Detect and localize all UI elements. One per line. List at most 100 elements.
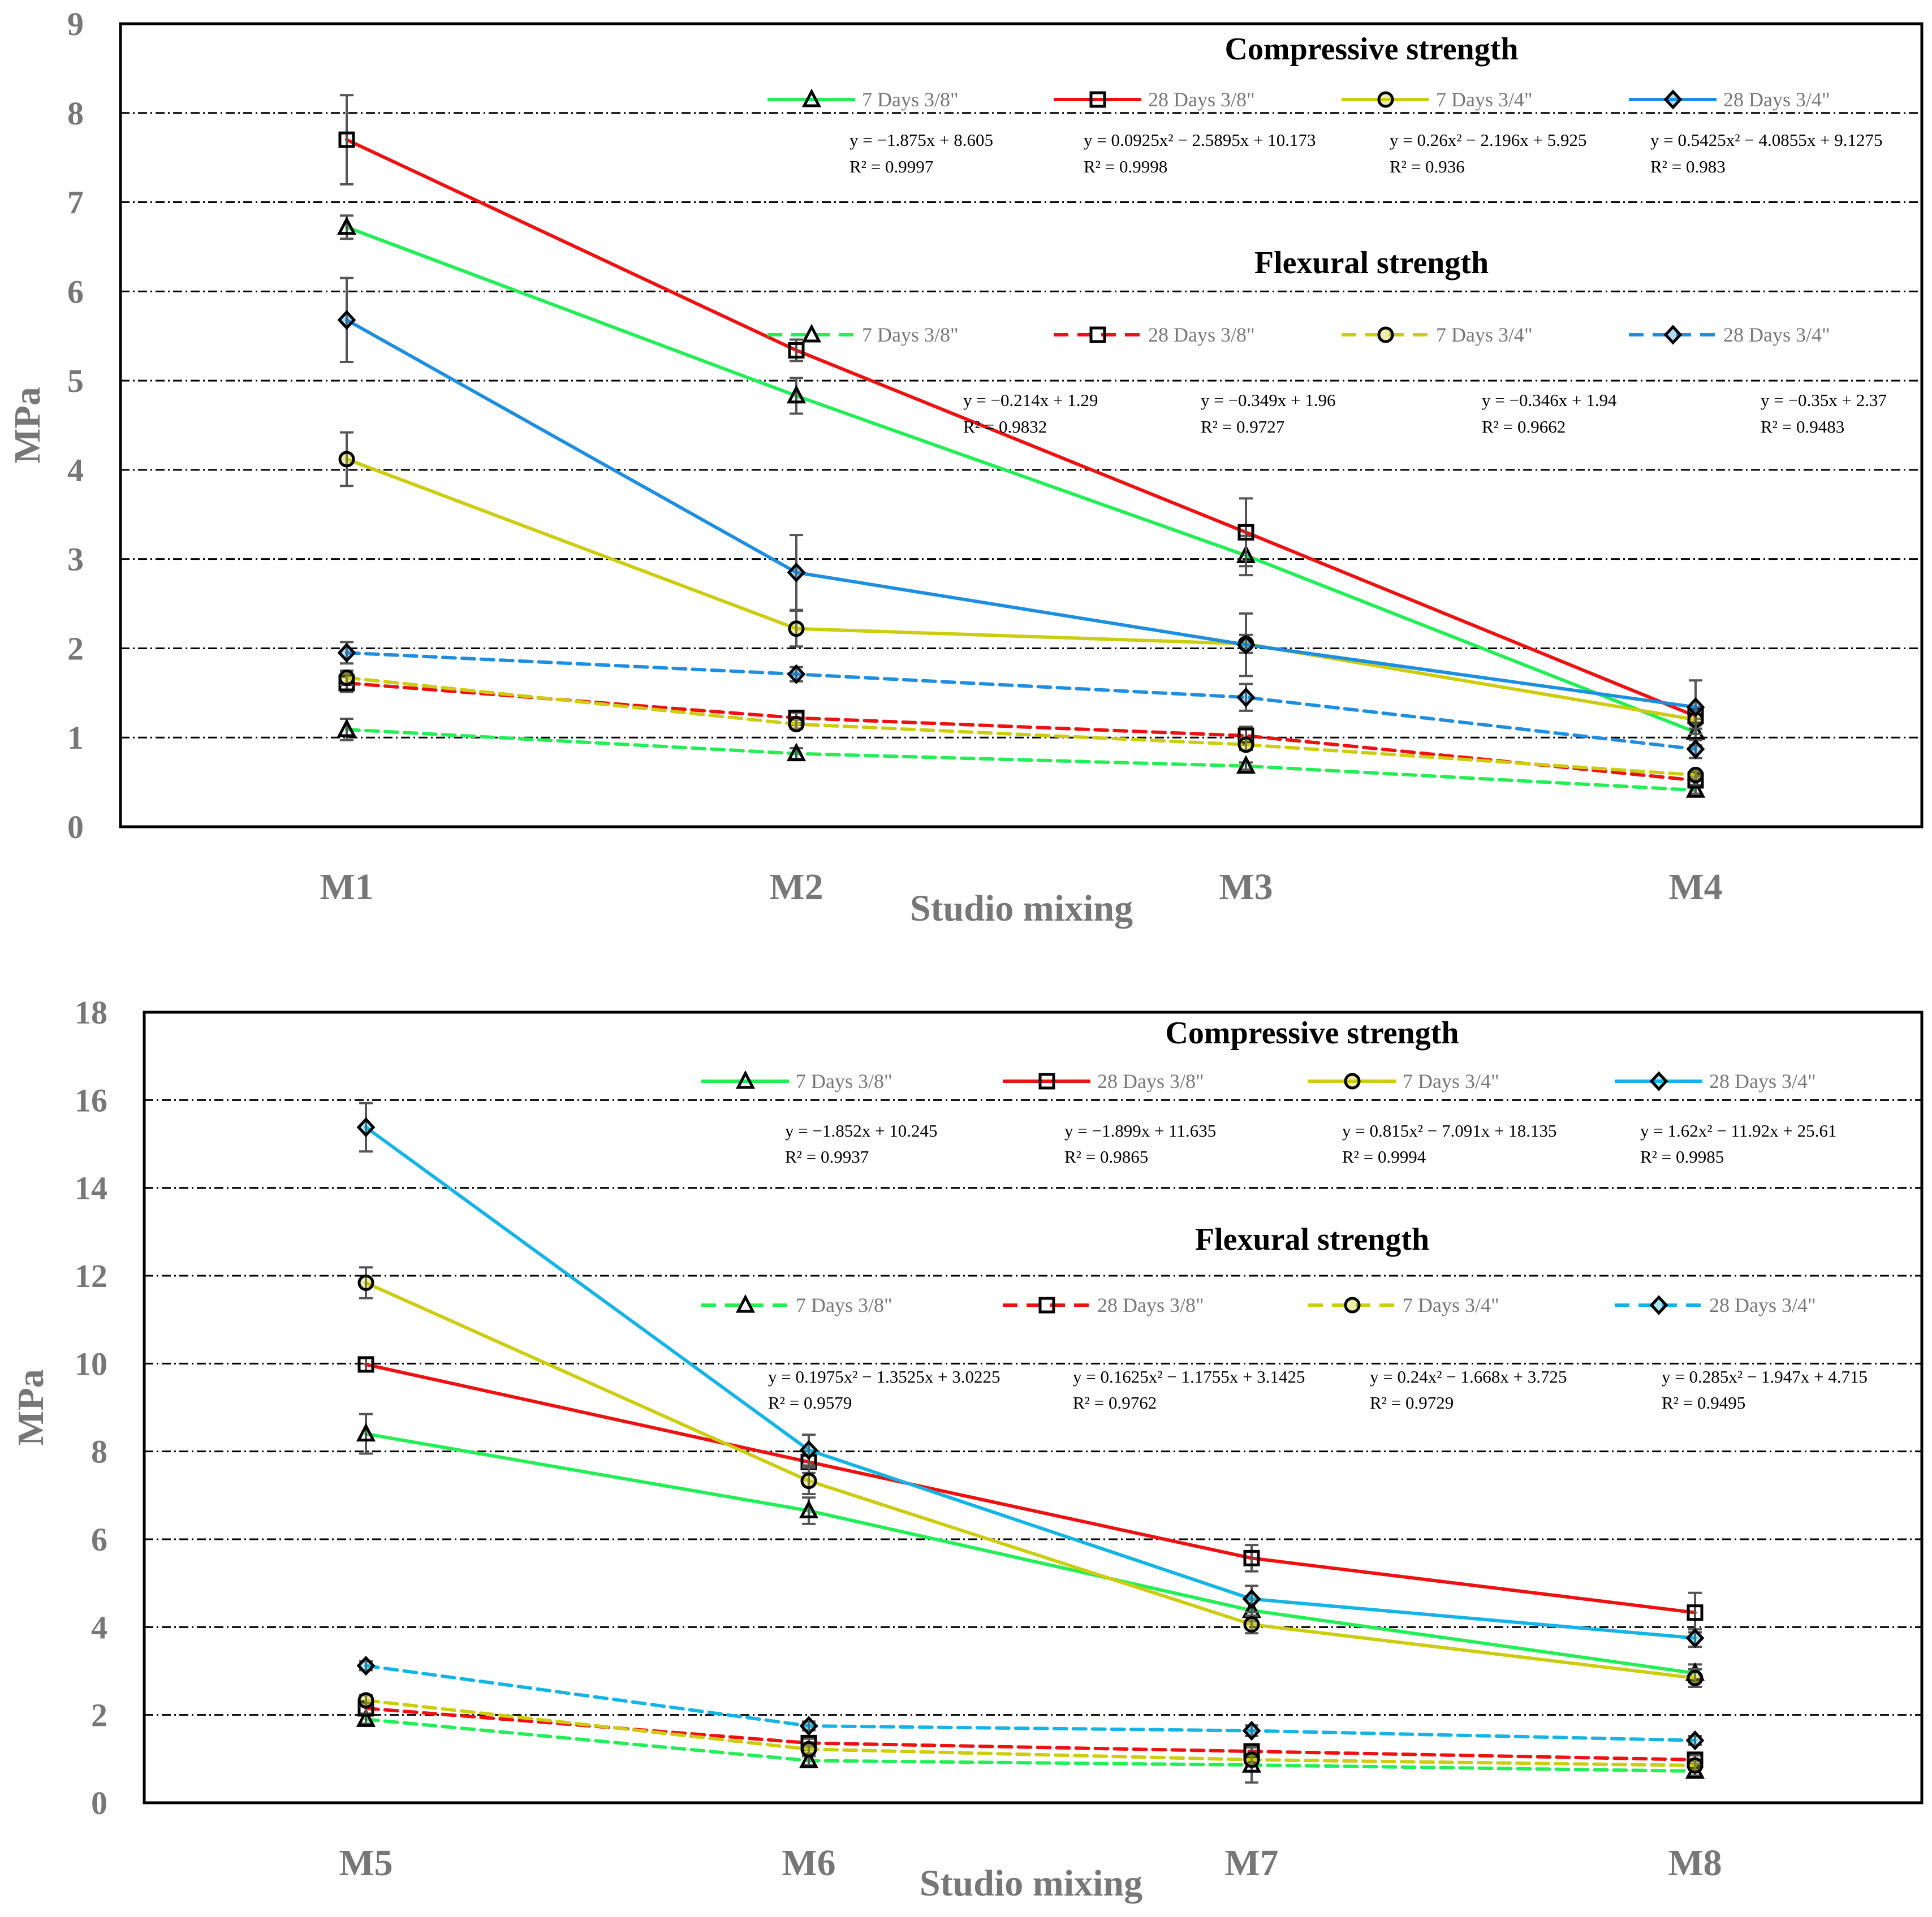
trendline-equation: y = 0.26x² − 2.196x + 5.925 bbox=[1390, 130, 1587, 150]
trendline-r2: R² = 0.9998 bbox=[1084, 157, 1167, 176]
trendline-equation: y = −1.899x + 11.635 bbox=[1064, 1121, 1216, 1141]
plot-frame bbox=[119, 22, 1924, 828]
trendline-equation: y = 0.0925x² − 2.5895x + 10.173 bbox=[1084, 130, 1316, 150]
trendline-equation: y = −1.852x + 10.245 bbox=[785, 1121, 937, 1141]
data-point bbox=[799, 1750, 819, 1768]
legend-marker bbox=[1377, 326, 1394, 343]
data-point bbox=[787, 562, 806, 583]
trendline-equation: y = 0.5425x² − 4.0855x + 9.1275 bbox=[1650, 130, 1883, 150]
trendline-equation: y = 0.285x² − 1.947x + 4.715 bbox=[1662, 1367, 1868, 1387]
series-line bbox=[364, 1717, 1697, 1773]
legend-marker bbox=[735, 1294, 756, 1313]
trendline-r2: R² = 0.9937 bbox=[785, 1147, 869, 1167]
y-axis-title: MPa bbox=[7, 387, 48, 464]
data-point bbox=[1687, 1669, 1704, 1686]
legend-marker bbox=[1377, 91, 1394, 108]
trendline-equation: y = −1.875x + 8.605 bbox=[849, 130, 993, 150]
y-tick-label: 10 bbox=[75, 1345, 107, 1382]
data-point bbox=[1236, 687, 1256, 707]
y-tick-label: 2 bbox=[91, 1697, 107, 1734]
series-line bbox=[364, 1125, 1697, 1640]
legend-marker bbox=[801, 323, 822, 343]
data-point bbox=[1685, 779, 1706, 798]
x-category-label: M1 bbox=[320, 866, 373, 908]
data-point bbox=[1687, 1604, 1704, 1621]
trendline-r2: R² = 0.9483 bbox=[1761, 417, 1844, 437]
data-point bbox=[1243, 1616, 1260, 1633]
trendline-equation: y = −0.214x + 1.29 bbox=[963, 390, 1098, 410]
y-tick-label: 5 bbox=[67, 362, 84, 399]
data-point bbox=[788, 620, 805, 637]
legend-marker bbox=[1038, 1297, 1055, 1314]
trendline-r2: R² = 0.936 bbox=[1390, 157, 1465, 176]
data-point bbox=[1237, 524, 1254, 541]
legend-marker bbox=[1038, 1073, 1055, 1090]
y-tick-label: 8 bbox=[67, 95, 84, 132]
legend-marker bbox=[1663, 89, 1683, 110]
legend-marker bbox=[1344, 1073, 1361, 1090]
data-point bbox=[1236, 755, 1256, 774]
legend-marker bbox=[1649, 1295, 1668, 1315]
y-tick-label: 4 bbox=[91, 1609, 107, 1646]
series-line bbox=[345, 138, 1697, 718]
legend-label: 7 Days 3/8" bbox=[862, 88, 959, 111]
y-tick-label: 4 bbox=[67, 452, 84, 489]
series-line bbox=[364, 1699, 1697, 1767]
legend-label: 28 Days 3/4" bbox=[1709, 1294, 1816, 1316]
legend-marker bbox=[1089, 91, 1106, 108]
trendline-r2: R² = 0.9832 bbox=[963, 417, 1047, 437]
x-category-label: M8 bbox=[1668, 1842, 1722, 1884]
series-line bbox=[345, 681, 1697, 782]
trendline-r2: R² = 0.9729 bbox=[1370, 1393, 1454, 1413]
series-line bbox=[345, 318, 1697, 709]
series-line bbox=[345, 651, 1697, 751]
trendline-r2: R² = 0.9865 bbox=[1064, 1147, 1148, 1167]
data-point bbox=[1242, 1588, 1261, 1609]
data-point bbox=[338, 670, 355, 687]
group-title: Compressive strength bbox=[1224, 32, 1518, 67]
x-category-label: M4 bbox=[1668, 866, 1722, 908]
y-tick-label: 12 bbox=[75, 1258, 107, 1294]
data-point bbox=[357, 1356, 374, 1373]
trendline-r2: R² = 0.9495 bbox=[1662, 1393, 1745, 1413]
data-point bbox=[1685, 1730, 1705, 1751]
data-point bbox=[788, 342, 805, 359]
y-tick-label: 3 bbox=[67, 541, 84, 578]
trendline-r2: R² = 0.9997 bbox=[849, 157, 933, 176]
x-category-label: M7 bbox=[1224, 1842, 1278, 1884]
plot-frame bbox=[143, 1011, 1924, 1804]
data-point bbox=[356, 1117, 376, 1138]
y-tick-label: 14 bbox=[75, 1170, 107, 1207]
legend-marker bbox=[735, 1070, 756, 1089]
series-line bbox=[364, 1432, 1697, 1675]
series-line bbox=[364, 1281, 1697, 1680]
data-point bbox=[1687, 766, 1704, 783]
trendline-equation: y = 0.815x² − 7.091x + 18.135 bbox=[1342, 1121, 1557, 1141]
series-line bbox=[364, 1664, 1697, 1742]
legend-label: 7 Days 3/4" bbox=[1403, 1070, 1499, 1093]
legend-marker bbox=[1344, 1297, 1361, 1314]
data-point bbox=[1687, 1757, 1704, 1774]
data-point bbox=[337, 718, 357, 737]
legend-label: 28 Days 3/8" bbox=[1148, 88, 1255, 111]
y-tick-label: 8 bbox=[91, 1434, 107, 1470]
x-category-label: M5 bbox=[339, 1842, 393, 1884]
trendline-equation: y = −0.35x + 2.37 bbox=[1761, 390, 1887, 410]
legend-label: 28 Days 3/8" bbox=[1148, 323, 1255, 346]
legend-label: 7 Days 3/8" bbox=[796, 1294, 892, 1316]
legend-label: 28 Days 3/4" bbox=[1709, 1070, 1816, 1093]
y-tick-label: 16 bbox=[75, 1082, 107, 1119]
x-axis-title: Studio mixing bbox=[920, 1863, 1142, 1904]
x-category-label: M2 bbox=[769, 866, 823, 908]
y-tick-label: 0 bbox=[67, 809, 84, 845]
data-point bbox=[1685, 721, 1706, 740]
data-point bbox=[1237, 736, 1254, 753]
trendline-r2: R² = 0.9762 bbox=[1073, 1393, 1157, 1413]
data-point bbox=[1243, 1751, 1260, 1768]
trendline-equation: y = −0.349x + 1.96 bbox=[1201, 390, 1335, 410]
data-point bbox=[799, 1716, 818, 1736]
data-point bbox=[799, 1500, 819, 1519]
data-point bbox=[800, 1741, 817, 1758]
legend-label: 28 Days 3/8" bbox=[1097, 1294, 1204, 1316]
